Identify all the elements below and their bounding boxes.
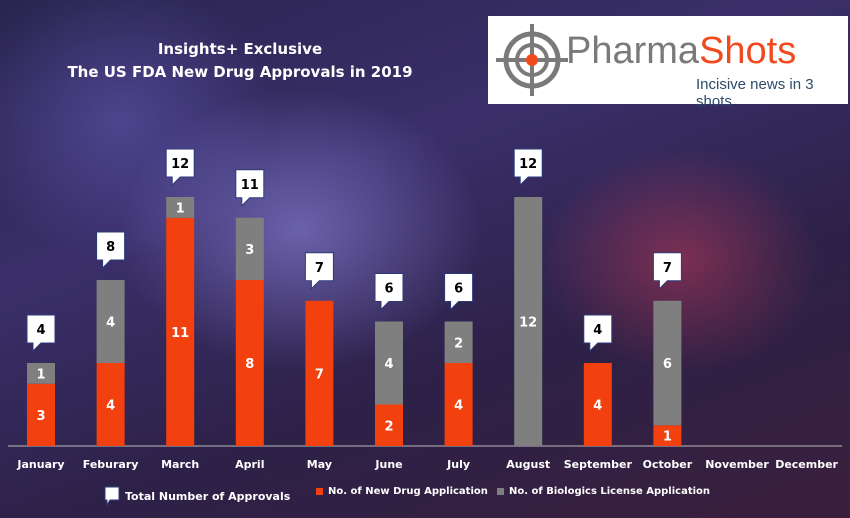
data-label: 12 <box>519 316 537 331</box>
data-label: 4 <box>106 316 115 331</box>
data-label: 6 <box>663 357 672 372</box>
data-label: 2 <box>454 336 463 351</box>
total-callout <box>444 273 474 311</box>
bar-nda <box>305 300 334 446</box>
x-tick-label: December <box>775 458 838 471</box>
total-label: 6 <box>454 282 463 297</box>
callout-icon <box>104 486 120 506</box>
total-callout <box>583 314 613 353</box>
total-callout <box>165 148 195 187</box>
total-label: 6 <box>384 282 393 297</box>
bar-bla <box>235 217 264 280</box>
bar-nda <box>375 404 403 446</box>
legend-swatch <box>497 488 504 495</box>
title: Insights+ Exclusive <box>157 40 323 58</box>
pharmashots-logo: PharmaShots Incisive news in 3 shots <box>488 16 848 110</box>
x-tick-label: January <box>16 458 64 471</box>
legend-nda: No. of New Drug Application <box>316 486 488 497</box>
subtitle: The US FDA New Drug Approvals in 2019 <box>67 63 413 81</box>
data-label: 4 <box>384 357 393 372</box>
bar-bla <box>375 321 403 405</box>
data-label: 2 <box>384 419 393 434</box>
total-label: 4 <box>593 323 602 338</box>
bar-nda <box>444 363 473 446</box>
x-tick-label: April <box>235 458 264 471</box>
bar-bla <box>514 197 543 446</box>
legend-bla: No. of Biologics License Application <box>497 486 710 497</box>
logo-tagline: Incisive news in 3 shots <box>696 76 814 110</box>
bar-nda <box>166 217 195 446</box>
data-label: 11 <box>171 326 189 341</box>
data-label: 1 <box>176 201 185 216</box>
data-label: 3 <box>36 409 45 424</box>
x-tick-label: Feburary <box>83 458 139 471</box>
x-tick-label: September <box>564 458 633 471</box>
x-tick-label: March <box>161 458 199 471</box>
legend-label: Total Number of Approvals <box>125 489 291 503</box>
x-tick-label: October <box>643 458 693 471</box>
total-label: 4 <box>36 323 45 338</box>
data-label: 4 <box>106 399 115 414</box>
total-callout <box>235 169 265 207</box>
total-callout <box>374 273 404 311</box>
bar-bla <box>166 197 195 218</box>
legend-swatch <box>316 488 323 495</box>
x-tick-label: June <box>374 458 402 471</box>
x-tick-label: November <box>705 458 769 471</box>
x-tick-label: May <box>307 458 332 471</box>
bar-bla <box>27 363 55 384</box>
legend-label: No. of Biologics License Application <box>509 486 711 497</box>
chart-title: Insights+ Exclusive The US FDA New Drug … <box>40 38 440 84</box>
total-callout <box>513 148 543 187</box>
bar-bla <box>444 321 473 363</box>
bar-nda <box>583 363 612 446</box>
bar-bla <box>96 280 125 363</box>
total-callout <box>304 252 334 290</box>
total-label: 11 <box>241 178 259 193</box>
total-label: 12 <box>519 157 537 172</box>
total-label: 12 <box>171 157 189 172</box>
data-label: 8 <box>245 357 254 372</box>
data-label: 4 <box>454 399 463 414</box>
x-tick-label: July <box>446 458 470 471</box>
bar-nda <box>96 363 125 446</box>
total-label: 8 <box>106 240 115 255</box>
data-label: 1 <box>663 430 672 445</box>
legend-label: No. of New Drug Application <box>328 486 488 497</box>
total-label: 7 <box>315 261 324 276</box>
total-callout <box>652 252 682 290</box>
logo-name: PharmaShots <box>566 30 797 72</box>
legend-total: Total Number of Approvals <box>104 486 290 506</box>
bar-nda <box>235 280 264 446</box>
bar-nda <box>653 425 682 446</box>
total-callout <box>96 231 126 270</box>
target-icon <box>496 24 568 96</box>
data-label: 3 <box>245 243 254 258</box>
data-label: 1 <box>36 367 45 382</box>
x-tick-label: August <box>506 458 550 471</box>
bar-nda <box>27 383 55 446</box>
bar-bla <box>653 300 682 426</box>
total-callout <box>26 314 56 353</box>
data-label: 4 <box>593 399 602 414</box>
total-label: 7 <box>663 261 672 276</box>
data-label: 7 <box>315 367 324 382</box>
